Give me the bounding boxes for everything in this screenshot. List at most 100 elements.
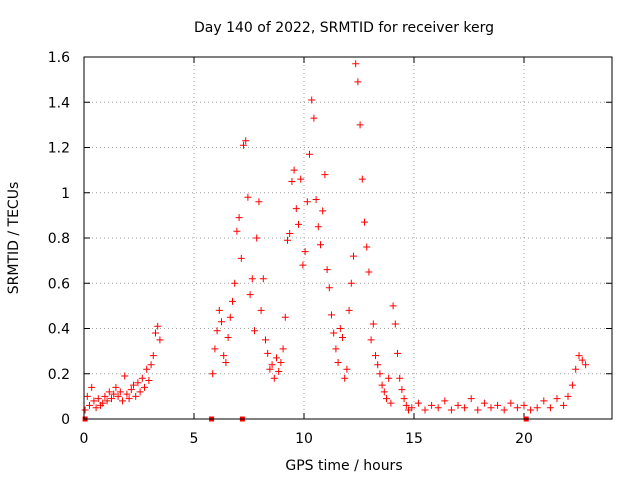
data-point [248, 275, 256, 283]
data-point [211, 345, 219, 353]
data-point [231, 279, 239, 287]
data-point [213, 327, 221, 335]
data-point [328, 311, 335, 319]
y-tick-label: 1.6 [48, 50, 70, 66]
data-point [540, 397, 548, 405]
x-tick-label: 20 [515, 431, 533, 447]
data-point [572, 365, 580, 373]
data-point [154, 322, 162, 330]
data-point [103, 397, 111, 405]
data-point [209, 370, 217, 378]
chart-title: Day 140 of 2022, SRMTID for receiver ker… [194, 20, 494, 36]
data-point [277, 358, 285, 366]
data-point [319, 207, 327, 215]
data-point [233, 227, 241, 235]
data-point [533, 404, 541, 412]
data-point [246, 291, 254, 299]
data-point [546, 404, 554, 412]
data-point [266, 365, 274, 373]
data-point [575, 352, 583, 360]
data-point [568, 381, 576, 389]
data-point [582, 361, 590, 369]
data-point [389, 302, 397, 310]
data-point [428, 401, 436, 409]
data-point [218, 318, 225, 326]
data-point [487, 404, 495, 412]
data-point [376, 370, 384, 378]
data-point [226, 313, 234, 321]
data-point [507, 399, 515, 407]
data-point [224, 334, 232, 342]
data-point [372, 352, 379, 360]
data-point [125, 395, 133, 403]
data-point [352, 60, 360, 68]
data-point [130, 381, 137, 389]
y-tick-labels: 0 0.2 0.4 0.6 0.8 1 1.2 1.4 1.6 [48, 50, 70, 428]
data-point [398, 386, 406, 394]
data-point [143, 365, 151, 373]
data-point [156, 336, 164, 344]
y-tick-label: 0.2 [48, 367, 70, 383]
data-point [127, 386, 135, 394]
data-point [369, 320, 377, 328]
data-point [108, 395, 115, 403]
data-point [284, 236, 291, 244]
data-point [350, 252, 357, 260]
data-point [301, 248, 309, 256]
data-point [257, 306, 265, 314]
data-point [147, 361, 155, 369]
data-point [94, 395, 102, 403]
data-point [391, 320, 399, 328]
data-point [312, 196, 320, 204]
x-tick-label: 10 [295, 431, 313, 447]
data-point [332, 345, 340, 353]
data-point [454, 401, 462, 409]
data-point [259, 275, 267, 283]
y-tick-label: 1.2 [48, 141, 70, 157]
data-point [286, 229, 294, 237]
data-point [132, 392, 140, 400]
data-point [220, 352, 228, 360]
gridlines [84, 56, 612, 419]
data-point [123, 390, 131, 398]
data-point [339, 334, 346, 342]
data-point [114, 392, 122, 400]
data-point [292, 205, 300, 213]
data-point [270, 374, 278, 382]
data-point [141, 383, 148, 391]
data-point [356, 121, 364, 129]
y-axis-label: SRMTID / TECUs [6, 182, 22, 295]
y-tick-label: 0.6 [48, 276, 70, 292]
data-point [264, 349, 272, 357]
data-point [222, 358, 230, 366]
data-point [290, 166, 298, 174]
data-point [101, 392, 109, 400]
data-point [347, 279, 355, 287]
data-point [99, 399, 107, 407]
data-point [334, 358, 342, 366]
data-point [253, 234, 261, 242]
data-point [323, 266, 331, 274]
x-axis-label: GPS time / hours [285, 458, 402, 474]
data-point [288, 177, 296, 185]
data-point [112, 383, 120, 391]
data-point [244, 193, 252, 201]
data-point [152, 329, 159, 337]
data-point [474, 406, 482, 414]
data-point [380, 388, 388, 396]
y-tick-label: 1 [61, 186, 70, 202]
data-point [361, 218, 368, 226]
data-point [262, 336, 269, 344]
y-tick-label: 0.8 [48, 231, 70, 247]
data-point [527, 406, 535, 414]
data-point [513, 404, 521, 412]
data-point [494, 401, 502, 409]
data-point [461, 404, 469, 412]
data-point [480, 399, 488, 407]
data-point [321, 171, 329, 179]
data-point [447, 406, 455, 414]
data-point [467, 395, 475, 403]
data-point [105, 388, 113, 396]
data-point [336, 325, 344, 332]
